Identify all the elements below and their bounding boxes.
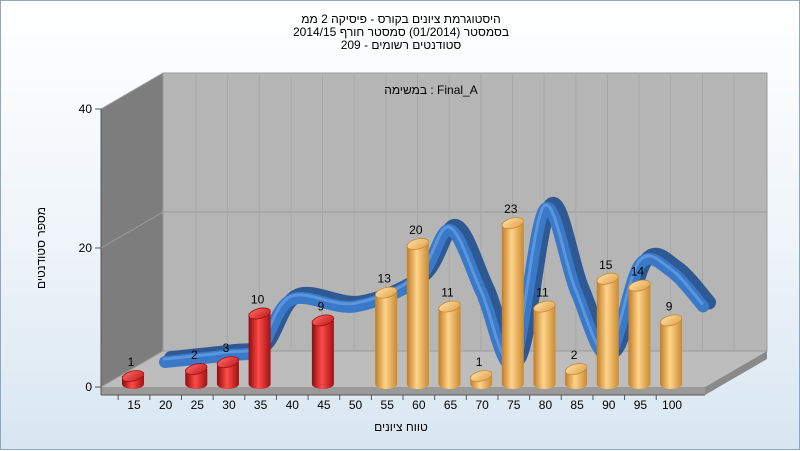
x-tick-label-9: 60 xyxy=(412,398,426,412)
x-tick-label-14: 85 xyxy=(570,398,584,412)
bar-95 xyxy=(628,279,651,389)
x-tick-label-15: 90 xyxy=(602,398,616,412)
data-label-85: 2 xyxy=(571,348,578,362)
x-tick-label-17: 100 xyxy=(662,398,682,412)
bar-top-55 xyxy=(375,286,398,299)
bar-top-100 xyxy=(659,314,683,327)
task-annotation: במשימה : Final_A xyxy=(384,83,478,97)
grid-line-left-0 xyxy=(100,350,164,388)
bar-top-70 xyxy=(470,370,493,382)
data-label-100: 9 xyxy=(666,299,673,313)
bar-body-100 xyxy=(660,320,683,389)
grid-line-left-1 xyxy=(100,211,164,249)
data-label-55: 13 xyxy=(378,272,392,286)
bar-65 xyxy=(438,300,461,389)
x-tick-label-10: 65 xyxy=(444,398,458,412)
bar-top-60 xyxy=(406,238,429,250)
bar-35 xyxy=(248,307,271,389)
grid-line-left-2 xyxy=(100,72,164,110)
x-tick-label-13: 80 xyxy=(539,398,553,412)
chart-title-line-3: סטודנטים רשומים - 209 xyxy=(341,38,462,52)
x-tick-label-1: 20 xyxy=(159,398,173,412)
x-axis-label: טווח ציונים xyxy=(374,420,428,434)
bar-body-80 xyxy=(533,306,556,389)
data-label-15: 1 xyxy=(128,355,135,369)
data-label-65: 11 xyxy=(441,286,454,300)
bar-top-35 xyxy=(248,307,271,320)
bar-top-15 xyxy=(121,370,145,382)
bar-15 xyxy=(121,370,145,389)
y-tick-label-0: 0 xyxy=(85,380,92,394)
bar-body-75 xyxy=(501,223,524,389)
bar-70 xyxy=(470,370,493,389)
bar-30 xyxy=(216,356,240,389)
x-tick-label-5: 40 xyxy=(286,398,300,412)
chart-title-line-2: בסמסטר (01/2014) סמסטר חורף 2014/15 xyxy=(293,25,509,39)
bar-body-35 xyxy=(248,313,271,389)
curve-highlight xyxy=(162,203,704,363)
data-label-80: 11 xyxy=(536,286,549,300)
y-axis-label: מספר סטודנטים xyxy=(34,207,48,289)
bars xyxy=(121,217,683,389)
data-label-95: 14 xyxy=(631,265,645,279)
data-label-70: 1 xyxy=(476,355,483,369)
floor-right-edge xyxy=(705,351,767,395)
bar-body-30 xyxy=(216,362,239,389)
data-label-25: 2 xyxy=(191,348,198,362)
bar-top-80 xyxy=(533,300,556,313)
bar-55 xyxy=(375,286,398,389)
data-label-35: 10 xyxy=(251,293,265,307)
bar-top-95 xyxy=(628,279,651,292)
data-label-45: 9 xyxy=(318,299,325,313)
bar-body-45 xyxy=(311,320,334,389)
y-tick-label-1: 20 xyxy=(79,241,93,255)
bar-top-30 xyxy=(216,356,240,369)
x-tick-label-7: 50 xyxy=(349,398,363,412)
floor-front-edge xyxy=(101,387,705,395)
data-label-30: 3 xyxy=(223,341,230,355)
bar-top-75 xyxy=(501,217,524,230)
bar-top-85 xyxy=(564,363,588,376)
x-tick-label-0: 15 xyxy=(127,398,141,412)
chart-title-line-1: היסטוגרמת ציונים בקורס - פיסיקה 2 ממ xyxy=(301,12,501,26)
bar-body-90 xyxy=(596,278,619,389)
bar-body-60 xyxy=(406,244,429,389)
x-tick-label-12: 75 xyxy=(507,398,521,412)
x-tick-label-8: 55 xyxy=(381,398,395,412)
axes: 0 20 40 15 20 25 30 35 40 45 50 55 60 65 70 75 80 85 90 95 1… xyxy=(79,102,705,412)
x-tick-label-16: 95 xyxy=(634,398,648,412)
bar-body-55 xyxy=(375,292,398,389)
bar-top-65 xyxy=(438,300,461,313)
bar-top-25 xyxy=(185,363,208,376)
bar-45 xyxy=(311,314,335,389)
bar-top-45 xyxy=(311,314,335,327)
bar-body-65 xyxy=(438,306,461,389)
x-tick-label-3: 30 xyxy=(222,398,236,412)
data-label-60: 20 xyxy=(409,223,423,237)
x-tick-label-2: 25 xyxy=(191,398,205,412)
bar-body-95 xyxy=(628,285,651,389)
bar-75 xyxy=(501,217,524,389)
x-tick-label-4: 35 xyxy=(254,398,268,412)
bar-top-90 xyxy=(596,272,619,285)
bar-85 xyxy=(564,363,588,389)
data-label-75: 23 xyxy=(504,202,518,216)
bar-60 xyxy=(406,238,429,389)
x-tick-label-11: 70 xyxy=(475,398,489,412)
bar-90 xyxy=(596,272,619,389)
bar-25 xyxy=(185,363,208,389)
data-label-90: 15 xyxy=(599,258,613,272)
bar-100 xyxy=(659,314,683,389)
y-tick-label-2: 40 xyxy=(79,102,93,116)
x-tick-label-6: 45 xyxy=(317,398,331,412)
bar-80 xyxy=(533,300,556,389)
